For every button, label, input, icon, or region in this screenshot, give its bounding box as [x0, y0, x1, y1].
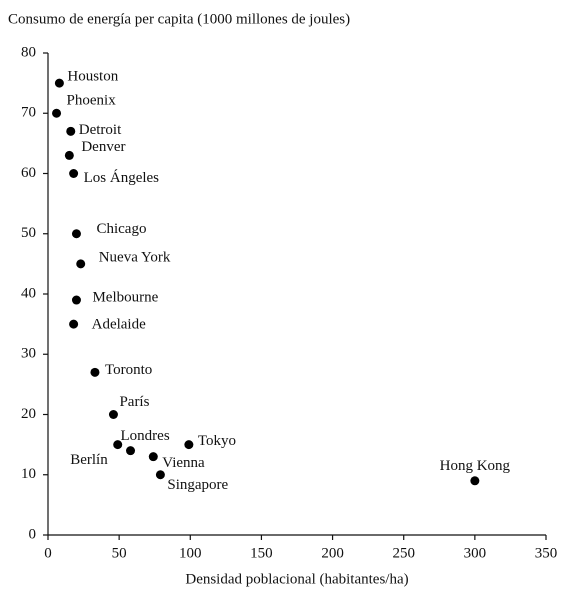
point	[64, 150, 74, 160]
x-tick-label: 100	[179, 545, 202, 561]
y-tick-label: 40	[21, 285, 36, 301]
x-tick-label: 250	[392, 545, 415, 561]
point	[126, 446, 136, 456]
point-label: Berlín	[70, 452, 108, 468]
chart-title: Consumo de energía per capita (1000 mill…	[8, 11, 350, 27]
y-tick-label: 70	[21, 105, 36, 121]
x-tick-label: 200	[321, 545, 344, 561]
point-label: Melbourne	[92, 289, 158, 305]
point-label: Detroit	[79, 122, 122, 138]
point-label: París	[119, 394, 149, 410]
point-label: Singapore	[167, 477, 228, 493]
y-tick-label: 60	[21, 165, 36, 181]
y-tick-label: 80	[21, 44, 36, 60]
point	[108, 410, 118, 419]
y-tick-label: 20	[21, 406, 36, 422]
y-tick-label: 10	[21, 466, 36, 482]
point	[66, 126, 76, 136]
point-label: Tokyo	[198, 433, 236, 449]
point	[54, 78, 64, 88]
point-label: Adelaide	[92, 317, 146, 333]
point-label: Londres	[121, 428, 170, 444]
point	[52, 108, 62, 118]
point-label: Denver	[81, 139, 125, 155]
y-tick-label: 50	[21, 225, 36, 241]
y-tick-label: 30	[21, 346, 36, 362]
x-axis-label: Densidad poblacional (habitantes/ha)	[185, 571, 408, 587]
point-label: Vienna	[162, 455, 205, 471]
point-label: Los Ángeles	[84, 169, 160, 186]
point	[71, 295, 81, 305]
point	[184, 440, 194, 450]
x-tick-label: 50	[112, 545, 127, 561]
y-tick-label: 0	[29, 526, 37, 542]
point	[69, 319, 79, 329]
x-tick-label: 350	[535, 545, 558, 561]
point	[113, 440, 123, 450]
point	[69, 169, 79, 178]
x-tick-label: 300	[464, 545, 487, 561]
point	[90, 367, 100, 377]
point	[148, 452, 158, 462]
point-label: Houston	[67, 69, 118, 85]
point	[76, 259, 86, 269]
point-label: Hong Kong	[440, 458, 511, 474]
point	[71, 229, 81, 239]
point-label: Phoenix	[67, 93, 117, 109]
point-label: Nueva York	[99, 249, 171, 265]
x-tick-label: 0	[44, 545, 52, 561]
point-label: Chicago	[96, 221, 146, 237]
point	[155, 470, 165, 480]
point	[470, 476, 480, 486]
x-tick-label: 150	[250, 545, 273, 561]
point-label: Toronto	[105, 362, 152, 378]
